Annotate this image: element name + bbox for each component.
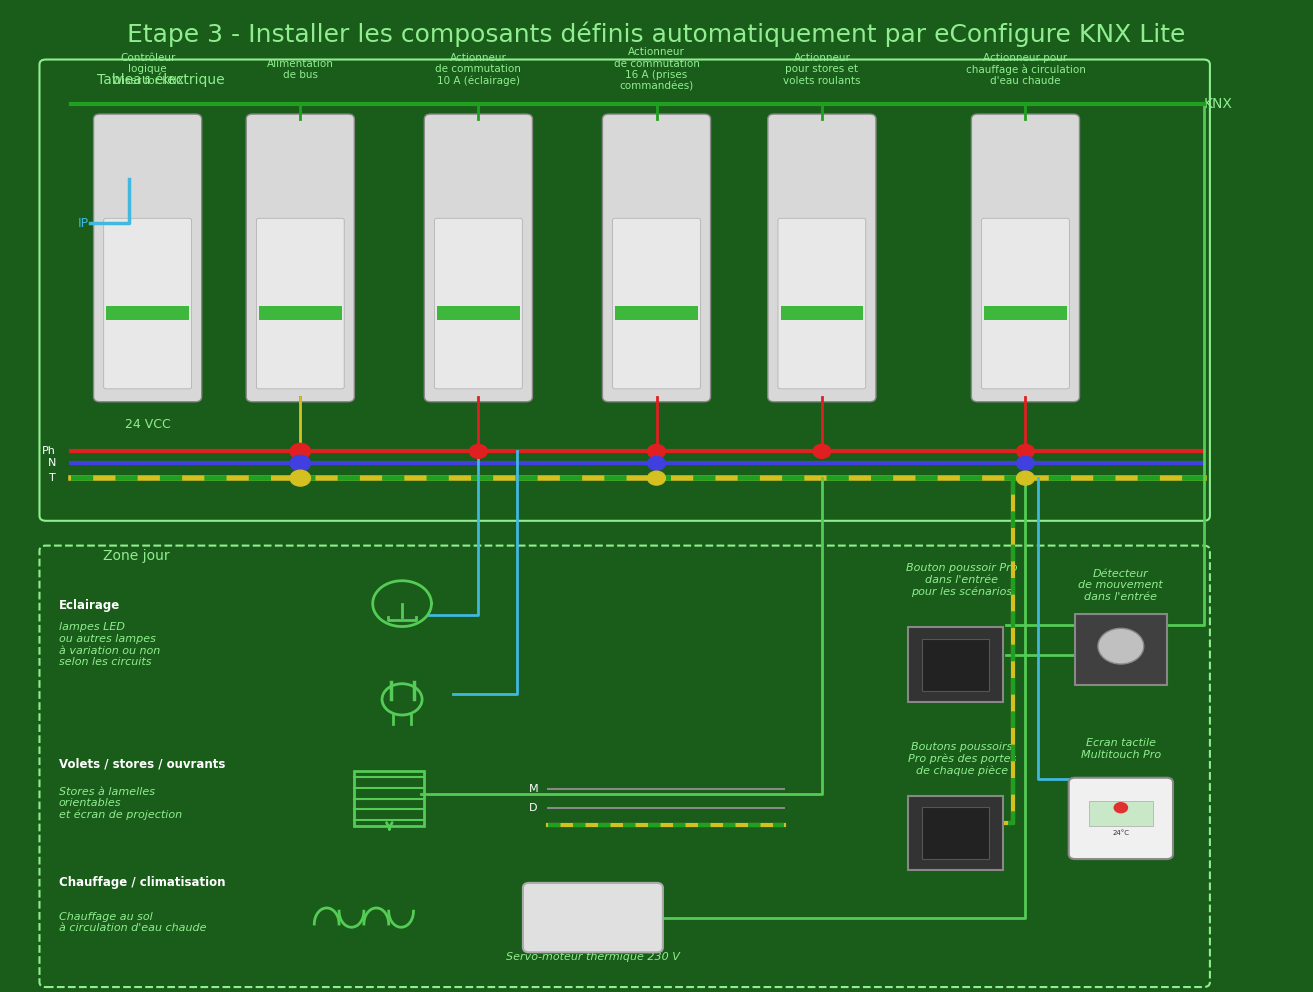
- FancyBboxPatch shape: [256, 218, 344, 389]
- FancyBboxPatch shape: [104, 218, 192, 389]
- Text: Actionneur pour
chauffage à circulation
d'eau chaude: Actionneur pour chauffage à circulation …: [965, 53, 1086, 86]
- Circle shape: [813, 444, 831, 458]
- Text: IP: IP: [77, 216, 89, 230]
- Bar: [907, 796, 1003, 871]
- Text: Bouton poussoir Pro
dans l'entrée
pour les scénarios: Bouton poussoir Pro dans l'entrée pour l…: [906, 563, 1018, 597]
- Circle shape: [1016, 456, 1035, 470]
- Bar: [355, 772, 424, 825]
- FancyBboxPatch shape: [972, 114, 1079, 402]
- FancyBboxPatch shape: [613, 218, 700, 389]
- FancyBboxPatch shape: [1069, 778, 1173, 859]
- Bar: [616, 307, 697, 320]
- Circle shape: [1016, 444, 1035, 458]
- Bar: [106, 307, 189, 320]
- Bar: [437, 307, 520, 320]
- Text: Chauffage au sol
à circulation d'eau chaude: Chauffage au sol à circulation d'eau cha…: [59, 912, 206, 933]
- Circle shape: [290, 455, 310, 471]
- Bar: [922, 807, 989, 859]
- FancyBboxPatch shape: [603, 114, 710, 402]
- Circle shape: [290, 470, 310, 486]
- FancyBboxPatch shape: [93, 114, 202, 402]
- FancyBboxPatch shape: [435, 218, 523, 389]
- Text: KNX: KNX: [1204, 97, 1233, 111]
- Text: Eclairage: Eclairage: [59, 598, 119, 612]
- Circle shape: [1016, 471, 1035, 485]
- Bar: [1075, 614, 1167, 685]
- Text: Stores à lamelles
orientables
et écran de projection: Stores à lamelles orientables et écran d…: [59, 787, 181, 820]
- Circle shape: [1098, 628, 1144, 664]
- FancyBboxPatch shape: [779, 218, 865, 389]
- Circle shape: [647, 471, 666, 485]
- Text: Ph: Ph: [42, 446, 56, 456]
- FancyBboxPatch shape: [247, 114, 355, 402]
- Text: Etape 3 - Installer les composants définis automatiquement par eConfigure KNX Li: Etape 3 - Installer les composants défin…: [127, 22, 1186, 48]
- Text: T: T: [50, 473, 56, 483]
- Text: N: N: [47, 458, 56, 468]
- Text: Détecteur
de mouvement
dans l'entrée: Détecteur de mouvement dans l'entrée: [1078, 568, 1163, 602]
- Bar: [780, 307, 863, 320]
- Bar: [259, 307, 341, 320]
- Circle shape: [647, 456, 666, 470]
- Text: Servo-moteur thermique 230 V: Servo-moteur thermique 230 V: [506, 952, 680, 962]
- Text: 24 VCC: 24 VCC: [125, 418, 171, 432]
- Bar: [1088, 801, 1153, 825]
- Text: Ecran tactile
Multitouch Pro: Ecran tactile Multitouch Pro: [1081, 738, 1161, 760]
- Text: Volets / stores / ouvrants: Volets / stores / ouvrants: [59, 757, 225, 771]
- Text: Tableau électrique: Tableau électrique: [97, 72, 225, 86]
- Circle shape: [647, 444, 666, 458]
- Circle shape: [290, 443, 310, 459]
- Text: Zone jour: Zone jour: [104, 549, 169, 562]
- FancyBboxPatch shape: [982, 218, 1069, 389]
- Text: D: D: [529, 804, 538, 813]
- FancyBboxPatch shape: [768, 114, 876, 402]
- Text: lampes LED
ou autres lampes
à variation ou non
selon les circuits: lampes LED ou autres lampes à variation …: [59, 622, 160, 668]
- Text: Chauffage / climatisation: Chauffage / climatisation: [59, 876, 225, 890]
- Text: Alimentation
de bus: Alimentation de bus: [267, 59, 334, 80]
- Text: Actionneur
de commutation
16 A (prises
commandées): Actionneur de commutation 16 A (prises c…: [613, 47, 700, 92]
- Text: 24°C: 24°C: [1112, 829, 1129, 835]
- Bar: [922, 639, 989, 690]
- Circle shape: [470, 444, 487, 458]
- Text: Actionneur
de commutation
10 A (éclairage): Actionneur de commutation 10 A (éclairag…: [436, 53, 521, 86]
- FancyBboxPatch shape: [523, 883, 663, 952]
- Bar: [983, 307, 1066, 320]
- FancyBboxPatch shape: [424, 114, 533, 402]
- Text: Boutons poussoirs
Pro près des portes
de chaque pièce: Boutons poussoirs Pro près des portes de…: [907, 742, 1016, 776]
- Circle shape: [1113, 802, 1128, 813]
- Text: Actionneur
pour stores et
volets roulants: Actionneur pour stores et volets roulant…: [783, 53, 860, 86]
- Text: Contrôleur
logique
Wiser for KNX: Contrôleur logique Wiser for KNX: [112, 53, 184, 86]
- Text: M: M: [529, 784, 538, 794]
- Bar: [907, 627, 1003, 702]
